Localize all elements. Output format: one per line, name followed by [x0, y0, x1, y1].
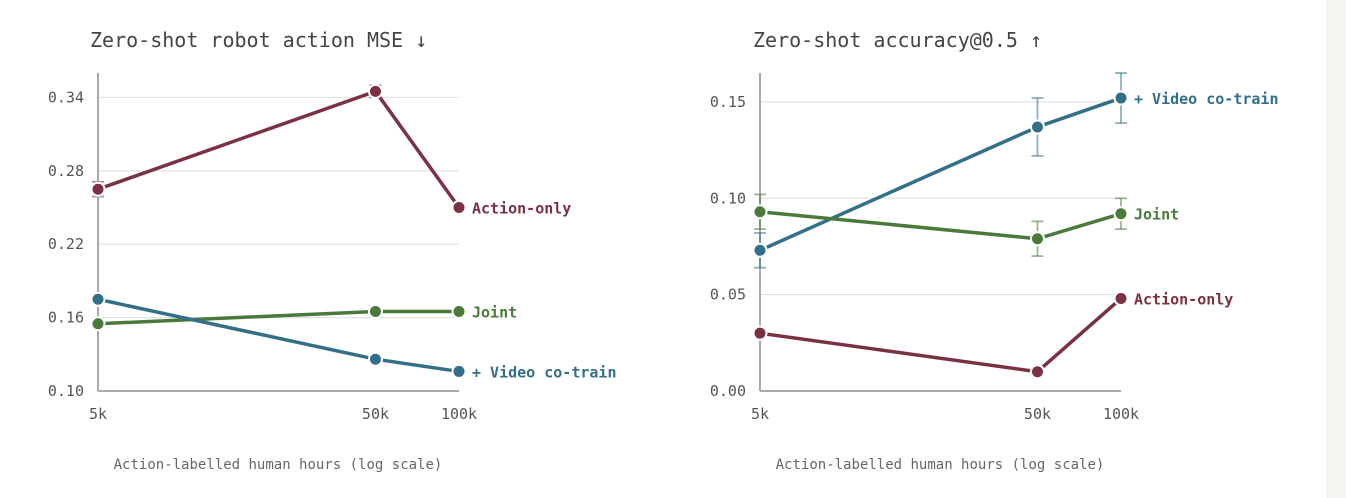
data-point [451, 363, 467, 379]
y-tick-label: 0.22 [48, 235, 84, 253]
series-label: + Video co-train [1134, 90, 1279, 108]
data-point [367, 83, 383, 99]
data-point [1113, 206, 1129, 222]
data-point [1029, 119, 1045, 135]
y-tick-label: 0.00 [710, 382, 746, 400]
side-strip [1326, 0, 1346, 498]
series-line [759, 297, 1123, 374]
data-point [367, 304, 383, 319]
x-tick-label: 100k [441, 405, 477, 423]
data-point [1113, 90, 1129, 106]
x-axis-title: Action-labelled human hours (log scale) [114, 457, 443, 473]
y-tick-label: 0.10 [48, 382, 84, 400]
y-tick-label: 0.10 [710, 189, 746, 207]
y-tick-label: 0.05 [710, 286, 746, 304]
data-point [90, 316, 106, 332]
data-point [1113, 290, 1129, 306]
x-tick-label: 50k [362, 405, 389, 423]
data-point [1029, 364, 1045, 380]
accuracy-chart: Zero-shot accuracy@0.5 ↑ Action-labelled… [710, 28, 1279, 473]
series-line [759, 96, 1122, 252]
data-point [367, 351, 383, 367]
x-tick-label: 5k [751, 405, 769, 423]
data-point [451, 200, 467, 216]
series-line [97, 89, 461, 209]
chart-title: Zero-shot accuracy@0.5 ↑ [753, 28, 1042, 52]
series-label: + Video co-train [472, 363, 617, 381]
x-tick-label: 50k [1024, 405, 1051, 423]
data-point [752, 204, 768, 220]
x-tick-label: 100k [1103, 405, 1139, 423]
x-axis-title: Action-labelled human hours (log scale) [776, 457, 1105, 473]
data-point [451, 304, 467, 319]
data-point [90, 291, 106, 307]
y-tick-label: 0.28 [48, 162, 84, 180]
series-label: Joint [472, 304, 517, 322]
series-label: Joint [1134, 206, 1179, 224]
data-point [752, 242, 768, 258]
data-point [1029, 231, 1045, 247]
y-tick-label: 0.15 [710, 93, 746, 111]
y-tick-label: 0.16 [48, 309, 84, 327]
x-tick-label: 5k [89, 405, 107, 423]
series-label: Action-only [472, 200, 571, 218]
chart-title: Zero-shot robot action MSE ↓ [90, 28, 427, 52]
y-tick-label: 0.34 [48, 88, 84, 106]
data-point [752, 325, 768, 341]
data-point [90, 181, 106, 197]
mse-chart: Zero-shot robot action MSE ↓ Action-labe… [48, 28, 617, 473]
series-label: Action-only [1134, 290, 1233, 308]
